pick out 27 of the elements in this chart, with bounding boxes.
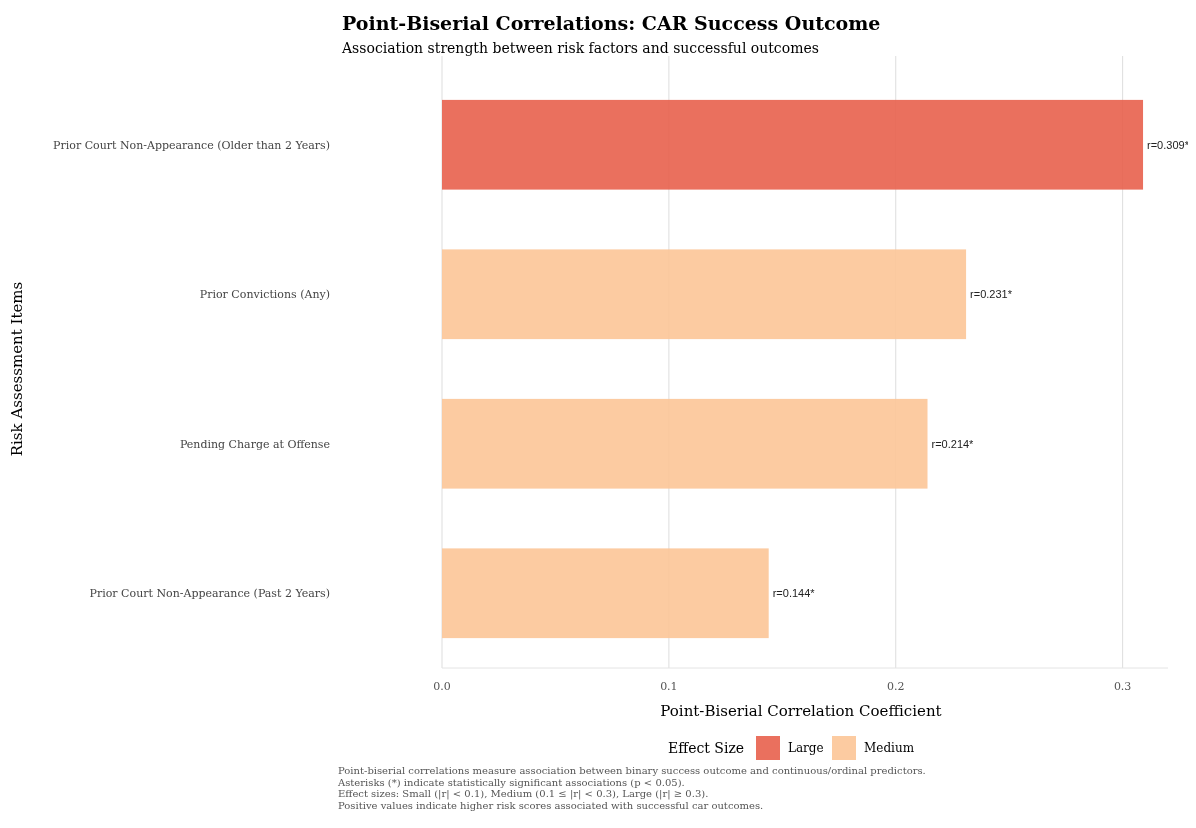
x-tick-label: 0.2: [887, 680, 905, 693]
y-tick-label: Prior Court Non-Appearance (Older than 2 Years): [53, 138, 330, 152]
y-axis-title: Risk Assessment Items: [8, 281, 26, 457]
x-tick-label: 0.0: [433, 680, 451, 693]
x-axis-title: Point-Biserial Correlation Coefficient: [660, 702, 942, 720]
data-label: r=0.214*: [931, 437, 975, 450]
y-tick-label: Prior Court Non-Appearance (Past 2 Years): [89, 587, 330, 601]
bar: [442, 548, 769, 639]
legend-title: Effect Size: [668, 740, 745, 756]
text: Effect sizes: Small (|r| < 0.1), Medium (0.1 ≤ |r| < 0.3), Large (|r| ≥ 0.3).: [338, 788, 709, 800]
text: Positive values indicate higher risk scores associated with successful car outcomes.: [338, 799, 764, 811]
text: Asterisks (*) indicate statistically significant associations (p < 0.05).: [337, 776, 685, 788]
bar: [442, 99, 1144, 190]
data-label: r=0.231*: [970, 288, 1013, 301]
chart-subtitle: Association strength between risk factors and successful outcomes: [341, 40, 819, 56]
y-tick-label: Prior Convictions (Any): [199, 288, 330, 302]
data-label: r=0.309*: [1147, 138, 1190, 151]
y-tick-label: Pending Charge at Offense: [179, 437, 330, 451]
legend-label: Medium: [864, 741, 915, 755]
x-tick-label: 0.3: [1113, 680, 1132, 693]
bar: [442, 249, 967, 340]
chart-title: Point-Biserial Correlations: CAR Success Outcome: [342, 12, 881, 34]
data-label: r=0.144*: [772, 587, 816, 600]
x-tick-label: 0.1: [660, 680, 678, 693]
text: Point-biserial correlations measure association between binary success outcome and continuous/ordinal predictors.: [338, 765, 926, 776]
legend-label: Large: [788, 741, 824, 755]
bar: [442, 398, 928, 489]
